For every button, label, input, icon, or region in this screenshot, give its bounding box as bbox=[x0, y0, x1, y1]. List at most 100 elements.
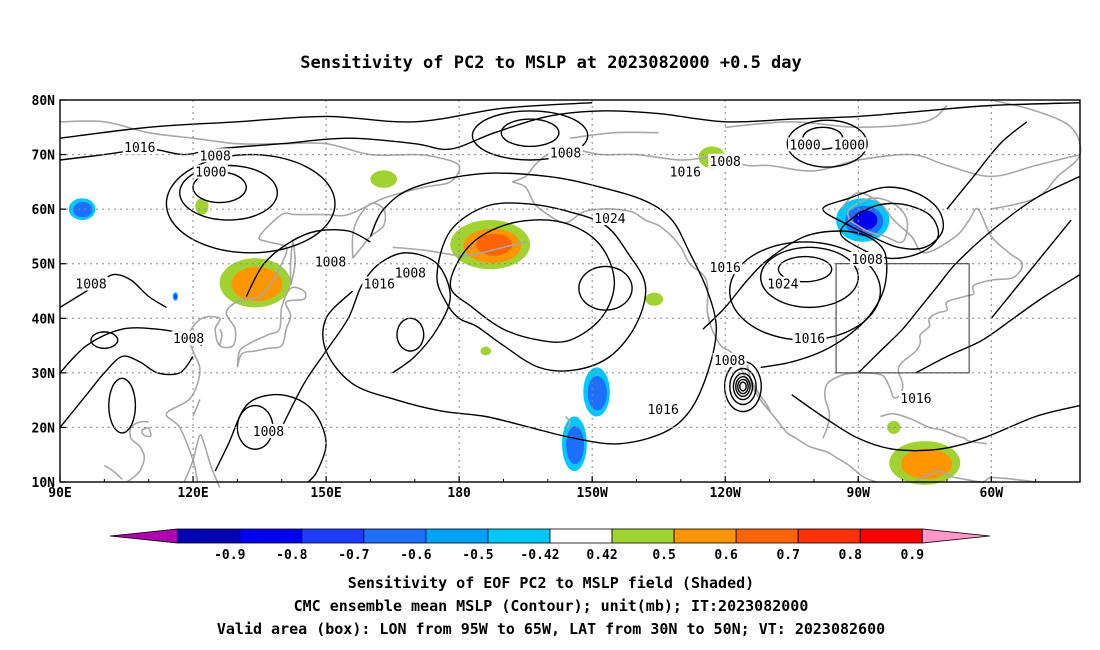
shading-core bbox=[476, 233, 513, 256]
mslp-contour bbox=[108, 377, 137, 434]
mslp-contour bbox=[500, 118, 560, 148]
contour-label: 1000 bbox=[834, 138, 865, 153]
mslp-contour bbox=[990, 219, 1072, 319]
colorbar-swatch bbox=[797, 528, 861, 544]
coastline bbox=[126, 420, 149, 483]
map-frame bbox=[59, 99, 1081, 483]
mslp-contour bbox=[732, 372, 754, 401]
coastline bbox=[192, 399, 201, 417]
positive-sensitivity-area bbox=[219, 258, 291, 308]
mslp-contour bbox=[449, 219, 616, 343]
contour-label-bg bbox=[313, 254, 348, 269]
negative-sensitivity-area bbox=[172, 292, 178, 301]
contour-label: 1016 bbox=[364, 278, 395, 293]
mslp-contour bbox=[839, 202, 940, 260]
shading-core bbox=[853, 210, 878, 230]
valid-area-box bbox=[835, 263, 970, 374]
mslp-contour bbox=[59, 355, 194, 428]
mslp-contour bbox=[165, 153, 336, 254]
mslp-contour bbox=[728, 241, 882, 341]
coastline bbox=[725, 104, 948, 129]
negative-sensitivity-area bbox=[562, 416, 587, 472]
coastline bbox=[955, 434, 988, 445]
lon-tick-label: 90E bbox=[48, 486, 71, 501]
colorbar-swatch bbox=[239, 528, 303, 544]
colorbar-label: 0.8 bbox=[839, 548, 863, 563]
mslp-contour bbox=[791, 394, 1081, 452]
contour-label: 1000 bbox=[195, 166, 226, 181]
contour-label: 1008 bbox=[253, 425, 284, 440]
contour-label: 1008 bbox=[75, 278, 106, 293]
map-panel: 1016 1008 1000 1008 1016 1024 1008 1000 1000 1008… bbox=[32, 94, 1082, 501]
colorbar-swatch bbox=[549, 528, 613, 544]
contour-label-bg bbox=[393, 265, 428, 280]
lon-tick-label: 120W bbox=[710, 486, 741, 501]
contour-label-bg bbox=[548, 145, 583, 160]
contour-label: 1016 bbox=[794, 332, 825, 347]
contour-label-bg bbox=[193, 164, 228, 179]
coastline bbox=[218, 328, 223, 346]
caption-line-2: CMC ensemble mean MSLP (Contour); unit(m… bbox=[294, 597, 809, 615]
positive-sensitivity-area bbox=[370, 170, 398, 188]
colorbar-min-triangle bbox=[109, 528, 179, 544]
mslp-contour bbox=[396, 317, 425, 352]
mslp-contour bbox=[729, 367, 757, 406]
mslp-contour bbox=[322, 172, 718, 445]
colorbar-label: -0.8 bbox=[276, 548, 307, 563]
coastline bbox=[59, 120, 461, 483]
colorbar-label: 0.7 bbox=[776, 548, 799, 563]
mslp-contour bbox=[723, 360, 763, 413]
coastline bbox=[141, 426, 152, 438]
coastline bbox=[880, 412, 957, 437]
contour-label: 1008 bbox=[173, 332, 204, 347]
contour-label: 1000 bbox=[789, 138, 820, 153]
mslp-contour bbox=[739, 381, 747, 392]
shading-core bbox=[174, 294, 177, 299]
chart-title: Sensitivity of PC2 to MSLP at 2023082000… bbox=[300, 53, 802, 73]
mslp-contour bbox=[90, 331, 119, 349]
colorbar-swatch bbox=[363, 528, 427, 544]
colorbar-label: -0.42 bbox=[520, 548, 559, 563]
coastline bbox=[512, 181, 877, 483]
contour-label: 1016 bbox=[124, 141, 155, 156]
contour-label-bg bbox=[898, 391, 933, 406]
contour-label-bg bbox=[74, 276, 109, 291]
contour-label: 1008 bbox=[851, 253, 882, 268]
colorbar-label: -0.6 bbox=[400, 548, 431, 563]
shading-mid bbox=[648, 294, 662, 305]
colorbar-swatch bbox=[859, 528, 923, 544]
colorbar-label: -0.7 bbox=[338, 548, 369, 563]
contour-label: 1016 bbox=[647, 403, 678, 418]
colorbar-label: -0.5 bbox=[462, 548, 493, 563]
positive-sensitivity-area bbox=[645, 292, 664, 306]
contour-label-bg bbox=[792, 331, 827, 346]
coastline bbox=[569, 131, 659, 139]
contour-label-bg bbox=[850, 251, 885, 266]
contour-label-bg bbox=[646, 402, 681, 417]
contour-label-bg bbox=[251, 423, 286, 438]
contour-label-bg bbox=[708, 153, 743, 168]
lon-tick-label: 180 bbox=[447, 486, 471, 501]
contour-label-bg bbox=[765, 276, 800, 291]
contour-label: 1024 bbox=[594, 212, 625, 227]
mslp-contour bbox=[737, 378, 749, 395]
colorbar-swatch bbox=[425, 528, 489, 544]
coastline bbox=[289, 241, 296, 286]
colorbar-label: 0.6 bbox=[714, 548, 738, 563]
positive-sensitivity-area bbox=[450, 220, 531, 270]
contour-label: 1024 bbox=[767, 278, 798, 293]
shading-mid bbox=[197, 201, 208, 213]
colorbar-swatch bbox=[487, 528, 551, 544]
contour-label: 1008 bbox=[550, 147, 581, 162]
mslp-contour bbox=[857, 175, 1081, 374]
shading-mid bbox=[73, 202, 93, 218]
lon-tick-label: 150E bbox=[310, 486, 341, 501]
mslp-contour bbox=[236, 404, 274, 450]
contour-label-bg bbox=[668, 164, 703, 179]
axis-ticks: 90E 120E 150E 180 150W 120W 90W 60W 80N 70N 60N 50N… bbox=[32, 94, 1037, 501]
mslp-contour bbox=[759, 246, 860, 309]
contour-labels: 1016 1008 1000 1008 1016 1024 1008 1000 1000 1008… bbox=[74, 137, 933, 440]
contour-label: 1008 bbox=[200, 149, 231, 164]
contour-label: 1016 bbox=[900, 392, 931, 407]
mslp-contour bbox=[702, 230, 888, 369]
